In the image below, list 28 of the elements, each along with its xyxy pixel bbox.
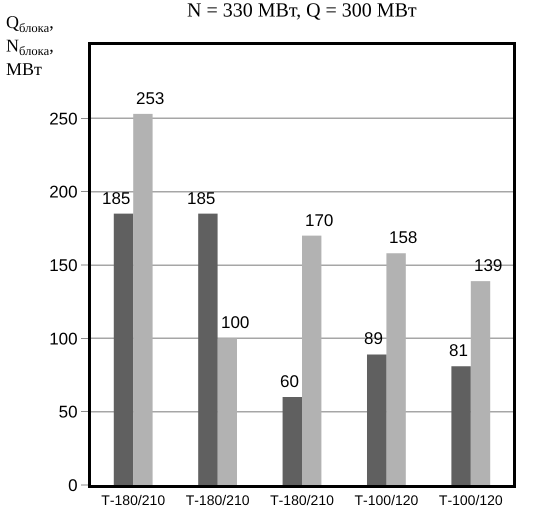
bar — [198, 214, 218, 485]
y-tick-label: 150 — [49, 256, 78, 275]
data-label: 185 — [187, 189, 216, 208]
chart-title: N = 330 МВт, Q = 300 МВт — [187, 0, 417, 22]
data-label: 139 — [474, 256, 502, 275]
data-label: 60 — [280, 372, 299, 391]
data-label: 81 — [449, 341, 468, 360]
x-tick-label: Т-100/120 — [438, 492, 503, 508]
bar — [451, 366, 471, 485]
x-tick-label: Т-100/120 — [354, 492, 419, 508]
x-tick-label: Т-180/210 — [186, 492, 250, 508]
bar — [114, 214, 134, 485]
data-label: 158 — [389, 228, 418, 247]
x-tick-label: Т-180/210 — [101, 492, 166, 508]
y-tick-label: 200 — [49, 182, 78, 202]
y-tick-label: 0 — [68, 476, 78, 495]
data-label: 100 — [221, 313, 250, 332]
y-tick-label: 250 — [49, 109, 78, 128]
bar — [282, 397, 302, 485]
data-label: 170 — [305, 211, 334, 230]
data-label: 185 — [102, 189, 130, 208]
text: Q$_{блока}$, N$_{блока}$, МВт — [6, 12, 54, 79]
y-tick-label: 100 — [49, 329, 78, 348]
x-tick-label: Т-180/210 — [270, 492, 334, 508]
data-label: 89 — [364, 329, 383, 348]
bar — [366, 354, 386, 485]
data-label: 253 — [136, 89, 164, 108]
y-tick-label: 50 — [58, 402, 78, 422]
